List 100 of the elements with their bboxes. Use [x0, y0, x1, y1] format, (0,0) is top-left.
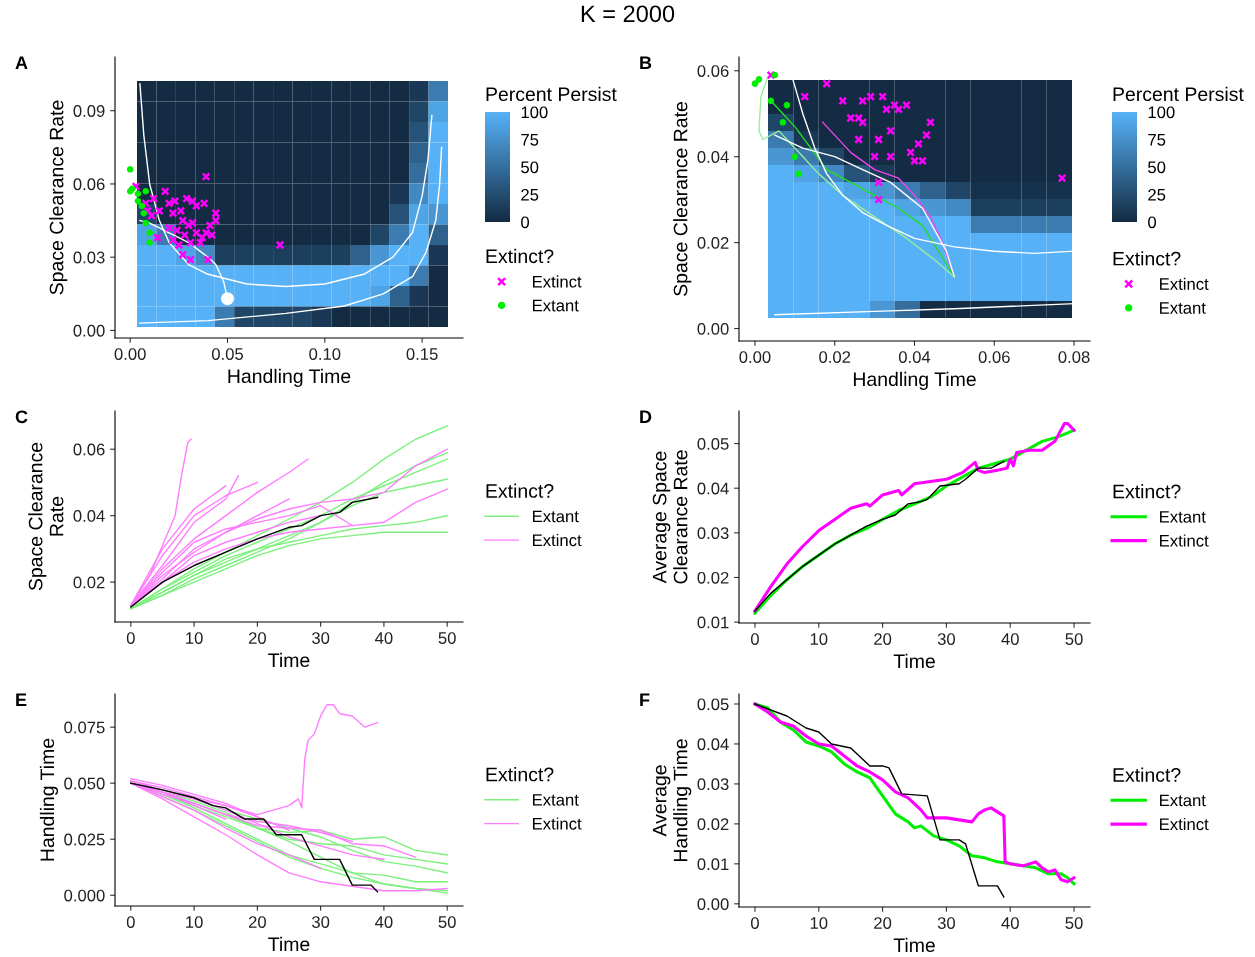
color-bar-label: 0 [1148, 216, 1157, 229]
chart-subtitle: A [15, 56, 28, 69]
x-tick-label: 0.05 [211, 348, 244, 360]
legend-title: Extinct? [1113, 767, 1181, 782]
x-tick-label: 0 [126, 632, 135, 644]
color-bar-label: 25 [521, 188, 539, 201]
x-tick-label: 40 [375, 916, 393, 928]
legend-title: Extinct? [486, 483, 554, 498]
x-tick-label: 40 [1001, 633, 1019, 645]
x-tick-label: 0 [126, 916, 135, 928]
color-bar-title: Percent Persist [486, 86, 617, 102]
y-tick-label: 0.05 [697, 698, 729, 711]
y-tick-label: 0.075 [64, 721, 105, 734]
y-tick-label: 0.03 [73, 251, 105, 264]
y-tick-label: 0.04 [697, 151, 729, 163]
legend-label: Extinct [1160, 817, 1209, 831]
y-tick-label: 0.02 [697, 818, 729, 831]
legend-label: Extinct [532, 533, 582, 547]
x-tick-label: 10 [186, 916, 203, 928]
chart-subtitle: F [640, 693, 650, 706]
x-tick-label: 0.02 [819, 351, 851, 363]
chart-subtitle: B [640, 56, 652, 69]
color-bar-label: 25 [1148, 188, 1166, 201]
x-tick-label: 10 [186, 632, 203, 644]
legend-label: Extant [1160, 794, 1206, 807]
legend-label: Extant [532, 510, 579, 523]
legend-title: Extinct? [1113, 251, 1181, 266]
x-tick-label: 20 [874, 633, 892, 645]
x-tick-label: 30 [937, 633, 956, 645]
y-axis-title: Handling Time [39, 738, 59, 861]
legend-label: Extinct [532, 275, 582, 288]
y-tick-label: 0.04 [697, 482, 729, 495]
y-tick-label: 0.05 [697, 437, 729, 450]
y-tick-label: 0.03 [697, 527, 729, 540]
y-tick-label: 0.00 [73, 324, 105, 337]
x-tick-label: 50 [1065, 917, 1083, 929]
x-axis-title: Handling Time [228, 368, 351, 387]
legend-label: Extant [532, 794, 579, 806]
y-tick-label: 0.06 [697, 65, 729, 77]
color-bar-label: 0 [521, 216, 530, 229]
x-tick-label: 0 [750, 917, 759, 929]
x-axis-title: Time [268, 652, 310, 668]
x-tick-label: 0.08 [1058, 351, 1090, 363]
chart-subtitle: E [16, 693, 27, 706]
y-tick-label: 0.06 [73, 178, 105, 191]
y-tick-label: 0.000 [64, 889, 105, 902]
legend-label: Extinct [532, 817, 582, 830]
y-tick-label: 0.04 [697, 738, 729, 751]
x-axis-title: Time [893, 653, 935, 669]
x-tick-label: 0.00 [739, 351, 771, 363]
y-tick-label: 0.00 [697, 322, 729, 335]
color-bar-label: 100 [521, 106, 548, 119]
x-tick-label: 30 [937, 917, 956, 929]
color-bar-label: 75 [1148, 134, 1166, 146]
y-tick-label: 0.01 [697, 858, 729, 871]
color-bar-title: Percent Persist [1113, 86, 1244, 102]
y-tick-label: 0.06 [73, 443, 105, 456]
x-tick-label: 40 [1001, 917, 1019, 929]
x-tick-label: 20 [248, 632, 266, 644]
legend-label: Extinct [1160, 277, 1209, 290]
y-tick-label: 0.02 [697, 571, 729, 584]
chart-subtitle: C [15, 410, 28, 424]
x-tick-label: 0.04 [898, 351, 931, 363]
x-tick-label: 0.00 [114, 348, 146, 360]
y-tick-label: 0.04 [73, 510, 105, 522]
y-tick-label: 0.025 [64, 833, 105, 846]
x-axis-title: Time [893, 937, 935, 953]
y-tick-label: 0.050 [64, 777, 105, 790]
y-tick-label: 0.02 [73, 576, 105, 589]
y-tick-label: 0.09 [73, 105, 105, 117]
y-axis-title: Space Clearance Rate [28, 442, 64, 591]
x-tick-label: 30 [312, 916, 330, 928]
color-bar-label: 100 [1148, 106, 1175, 119]
x-tick-label: 0.15 [406, 348, 438, 360]
text: K = 2000 [581, 5, 675, 23]
color-bar-label: 50 [521, 161, 539, 174]
x-tick-label: 20 [248, 916, 266, 928]
x-tick-label: 30 [312, 632, 330, 644]
x-tick-label: 0.10 [309, 348, 341, 360]
legend-label: Extinct [1160, 534, 1209, 547]
y-tick-label: 0.02 [697, 237, 729, 249]
x-tick-label: 0 [750, 633, 759, 645]
x-tick-label: 50 [1065, 633, 1083, 645]
y-axis-title: Space Clearance Rate [673, 102, 692, 296]
x-tick-label: 20 [874, 917, 892, 929]
legend-title: Extinct? [1113, 484, 1181, 499]
y-tick-label: 0.01 [697, 616, 729, 629]
x-tick-label: 50 [438, 632, 456, 644]
color-bar-label: 50 [1148, 161, 1166, 174]
x-tick-label: 50 [438, 916, 456, 928]
x-tick-label: 10 [810, 633, 828, 645]
y-axis-title: Average Handling Time [652, 739, 692, 862]
y-axis-title: Space Clearance Rate [49, 100, 68, 295]
legend-label: Extant [1160, 302, 1206, 314]
x-tick-label: 10 [810, 917, 828, 929]
legend-title: Extinct? [486, 248, 554, 264]
legend-label: Extant [1160, 511, 1206, 523]
chart-subtitle: D [640, 410, 652, 423]
x-axis-title: Handling Time [853, 371, 976, 390]
y-tick-label: 0.00 [697, 898, 729, 911]
